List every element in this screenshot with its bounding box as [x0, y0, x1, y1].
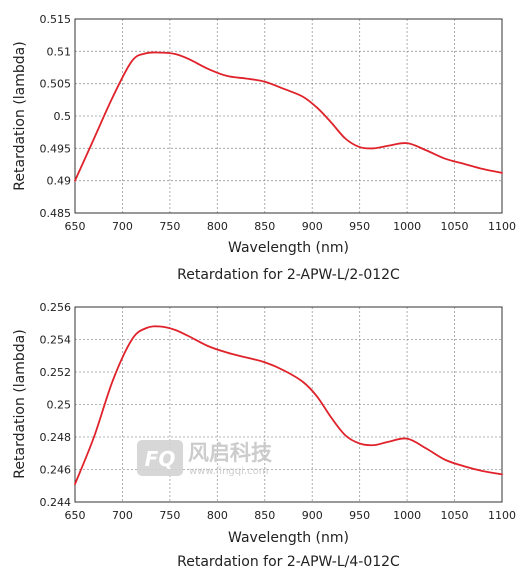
x-tick-label: 1000 [393, 220, 421, 233]
y-tick-label: 0.495 [40, 142, 72, 155]
x-tick-label: 700 [112, 509, 133, 522]
y-tick-label: 0.248 [40, 431, 72, 444]
chart-quarter-wave: 650 700 750 800 850 900 950 1000 1050 1100 0.244 0.… [12, 301, 516, 570]
y-tick-label: 0.25 [47, 399, 72, 412]
y-axis-label: Retardation (lambda) [12, 41, 28, 190]
x-tick-label: 650 [65, 509, 86, 522]
y-tick-label: 0.246 [40, 464, 72, 477]
y-tick-label: 0.505 [40, 78, 72, 91]
x-tick-label: 1050 [441, 220, 469, 233]
y-tick-label: 0.515 [40, 13, 72, 26]
x-tick-label: 800 [207, 220, 228, 233]
watermark-url-text: www.fingqi.com [189, 466, 268, 477]
y-axis-label: Retardation (lambda) [12, 329, 28, 478]
watermark-logo-text: FQ [145, 447, 176, 471]
x-tick-label: 850 [254, 220, 275, 233]
y-tick-label: 0.252 [40, 366, 72, 379]
x-tick-label: 800 [207, 509, 228, 522]
x-tick-label: 950 [349, 220, 370, 233]
x-tick-label: 900 [302, 509, 323, 522]
x-tick-label: 1050 [441, 509, 469, 522]
x-axis-label: Wavelength (nm) [228, 240, 349, 256]
y-tick-label: 0.244 [40, 496, 72, 509]
x-tick-label: 1000 [393, 509, 421, 522]
x-tick-label: 1100 [488, 220, 516, 233]
x-tick-label: 750 [159, 220, 180, 233]
plot-frame [74, 306, 503, 503]
x-tick-label: 850 [254, 509, 275, 522]
x-axis-label: Wavelength (nm) [228, 530, 349, 546]
chart-half-wave: 650 700 750 800 850 900 950 1000 1050 1100 0.485 0.… [12, 13, 516, 283]
x-tick-label: 900 [302, 220, 323, 233]
x-tick-label: 750 [159, 509, 180, 522]
watermark-logo-box [137, 440, 183, 476]
chart-caption: Retardation for 2-APW-L/4-012C [177, 554, 400, 570]
y-tick-label: 0.5 [54, 110, 72, 123]
series-line [74, 325, 503, 486]
x-tick-label: 950 [349, 509, 370, 522]
grid-lines [74, 18, 503, 214]
x-tick-label: 1100 [488, 509, 516, 522]
x-tick-label: 700 [112, 220, 133, 233]
chart-caption: Retardation for 2-APW-L/2-012C [177, 267, 400, 283]
x-tick-label: 650 [65, 220, 86, 233]
y-tick-label: 0.256 [40, 301, 72, 314]
plot-frame [74, 18, 503, 214]
series-line [74, 51, 503, 182]
y-tick-label: 0.254 [40, 334, 72, 347]
y-tick-label: 0.51 [47, 45, 72, 58]
watermark-brand-text: 风启科技 [188, 441, 273, 465]
watermark: FQ 风启科技 www.fingqi.com [137, 440, 273, 477]
y-tick-label: 0.49 [47, 175, 72, 188]
y-tick-label: 0.485 [40, 207, 72, 220]
